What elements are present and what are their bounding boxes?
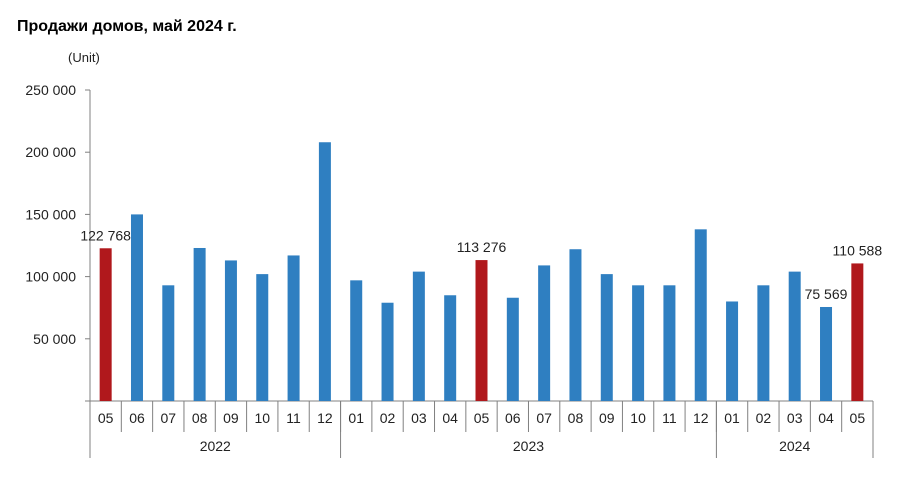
bar [820, 306, 833, 401]
bar [444, 295, 457, 401]
x-tick-label: 12 [693, 410, 709, 426]
bar [726, 301, 739, 401]
bar [224, 260, 237, 401]
x-tick-label: 09 [223, 410, 239, 426]
bar [99, 248, 112, 401]
x-tick-label: 01 [724, 410, 740, 426]
data-label: 122 768 [80, 227, 131, 243]
x-tick-label: 02 [756, 410, 772, 426]
bar [412, 271, 425, 401]
unit-label: (Unit) [68, 50, 100, 65]
year-label: 2022 [200, 438, 231, 454]
y-tick-label: 150 000 [25, 206, 76, 222]
bar [381, 302, 394, 401]
x-tick-label: 08 [568, 410, 584, 426]
x-tick-label: 08 [192, 410, 208, 426]
y-tick-label: 100 000 [25, 269, 76, 285]
bar [632, 285, 645, 401]
x-tick-label: 12 [317, 410, 333, 426]
bar [569, 249, 582, 401]
x-tick-label: 06 [505, 410, 521, 426]
x-tick-label: 07 [536, 410, 552, 426]
bar [287, 255, 300, 401]
x-tick-label: 05 [474, 410, 490, 426]
x-tick-label: 04 [442, 410, 458, 426]
year-label: 2023 [513, 438, 544, 454]
bar [475, 260, 488, 401]
x-tick-label: 11 [662, 410, 677, 426]
bar [256, 274, 269, 401]
bar [851, 263, 864, 401]
data-label: 75 569 [805, 286, 848, 302]
x-tick-label: 10 [630, 410, 646, 426]
bar [663, 285, 676, 401]
x-tick-label: 03 [411, 410, 427, 426]
x-tick-label: 05 [850, 410, 866, 426]
bar [694, 229, 707, 401]
bar [506, 297, 519, 401]
x-tick-label: 11 [286, 410, 301, 426]
x-tick-label: 04 [818, 410, 834, 426]
x-tick-label: 07 [161, 410, 177, 426]
data-label: 110 588 [833, 242, 883, 258]
y-tick-label: 200 000 [25, 144, 76, 160]
bar [130, 214, 143, 401]
x-tick-label: 03 [787, 410, 803, 426]
x-tick-label: 01 [348, 410, 364, 426]
x-tick-label: 10 [254, 410, 270, 426]
bar [162, 285, 175, 401]
bar [538, 265, 551, 401]
bar [757, 285, 770, 401]
chart-title: Продажи домов, май 2024 г. [17, 18, 237, 35]
year-label: 2024 [779, 438, 810, 454]
data-label: 113 276 [457, 239, 507, 255]
x-tick-label: 06 [129, 410, 145, 426]
bar [788, 271, 801, 401]
bar [193, 247, 206, 401]
y-tick-label: 50 000 [33, 331, 76, 347]
bar [350, 280, 363, 401]
bar [600, 274, 613, 401]
x-tick-label: 09 [599, 410, 615, 426]
bar [318, 142, 331, 402]
x-tick-label: 05 [98, 410, 114, 426]
y-tick-label: 250 000 [25, 82, 76, 98]
x-tick-label: 02 [380, 410, 396, 426]
